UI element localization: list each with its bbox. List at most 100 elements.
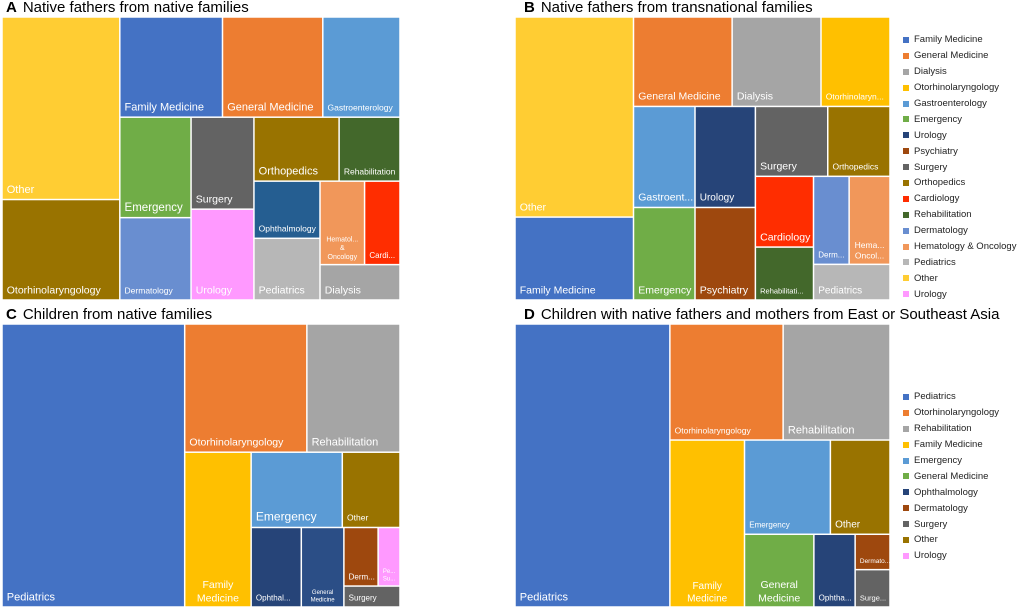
legend-label: Orthopedics (914, 177, 966, 189)
legend-swatch (903, 148, 909, 155)
tile-label: Rehabilitati... (760, 286, 803, 295)
treemap-panel-b: Other Family Medicine General Medicine Dial… (515, 17, 890, 300)
legend-swatch (903, 36, 909, 43)
tile-surgery-9: Surgery (756, 107, 827, 176)
tile-dermatology-6: Dermatology (120, 218, 191, 300)
legend-item-ophthalmology: Ophthalmology (903, 484, 999, 500)
tile-label: Cardiology (760, 231, 811, 243)
legend-item-otorhinolaryngology: Otorhinolaryngology (903, 80, 1016, 96)
tile-label: General (761, 579, 798, 591)
tile-label: Medicine (197, 592, 239, 604)
legend-swatch (903, 179, 909, 186)
tile-label: Emergency (125, 202, 183, 214)
tile-rect (634, 208, 695, 300)
tile-rect (695, 107, 755, 207)
tile-rect (515, 324, 670, 607)
tile-general-medicine-2: General Medicine (634, 17, 732, 106)
tile-label: Derm... (349, 572, 375, 581)
tile-rect (814, 535, 855, 607)
legend-swatch (903, 164, 909, 171)
tile-label: Urology (700, 193, 734, 204)
tile-label: Otorhinolaryngology (7, 284, 102, 296)
legend-item-rehabilitation: Rehabilitation (903, 207, 1016, 223)
tile-label: Dermatology (125, 285, 174, 295)
legend-label: Dermatology (914, 225, 968, 237)
tile-rect (756, 177, 813, 247)
tile-rect (343, 452, 400, 527)
tile-rect (745, 535, 814, 607)
tile-orthopedics-9: Orthopedics (254, 117, 339, 181)
tile-rect (344, 586, 400, 607)
tile-label: Pediatrics (520, 591, 569, 603)
tile-rect (191, 209, 254, 300)
legend-label: Rehabilitation (914, 209, 972, 221)
legend-label: Dialysis (914, 66, 947, 78)
legend-item-other: Other (903, 270, 1016, 286)
legend-swatch (903, 84, 909, 91)
treemap-panel-a: Other Otorhinolaryngology Family Medicine G… (2, 17, 400, 300)
tile-dialysis-15: Dialysis (320, 265, 400, 300)
tile-label: Hema... (855, 240, 885, 250)
tile-rect (670, 324, 783, 440)
legend-panel-b: Family Medicine General Medicine Dialysis O… (903, 32, 1016, 302)
tile-ophtha-7: Ophtha... (814, 535, 855, 607)
tile-otorhinolaryngology-1: Otorhinolaryngology (185, 324, 307, 452)
tile-rect (828, 107, 890, 176)
tile-label: Ophtha... (819, 593, 852, 602)
tile-label: Emergency (638, 284, 692, 296)
legend-swatch (903, 457, 909, 464)
tile-ophthal-6: Ophthal... (251, 528, 301, 607)
tile-rect (2, 324, 184, 607)
tile-rect (191, 117, 254, 209)
tile-label: Surgery (349, 593, 377, 602)
legend-swatch (903, 116, 909, 123)
legend-item-surgery: Surgery (903, 159, 1016, 175)
tile-label: Surge... (860, 593, 886, 602)
legend-item-dermatology: Dermatology (903, 500, 999, 516)
legend-panel-d: Pediatrics Otorhinolaryngology Rehabilitat… (903, 389, 999, 564)
legend-swatch (903, 100, 909, 107)
tile-rehabilitation-2: Rehabilitation (783, 324, 890, 440)
legend-item-otorhinolaryngology: Otorhinolaryngology (903, 405, 999, 421)
tile-rect (254, 117, 339, 181)
legend-item-pediatrics: Pediatrics (903, 254, 1016, 270)
legend-swatch (903, 275, 909, 282)
tile-label: Gastroenterology (328, 102, 394, 112)
tile-other-0: Other (515, 17, 633, 217)
tile-label: Family Medicine (520, 284, 596, 296)
tile-urology-7: Urology (695, 107, 755, 207)
legend-swatch (903, 505, 909, 512)
legend-item-hematology-oncology: Hematology & Oncology (903, 239, 1016, 255)
tile-other-5: Other (831, 440, 890, 534)
tile-rect (515, 17, 633, 217)
tile-label: Dermato... (860, 558, 890, 565)
legend-swatch (903, 291, 909, 298)
tile-rect (695, 208, 755, 300)
panel-b-title-text: Native fathers from transnational famili… (540, 0, 813, 16)
tile-label: Emergency (749, 521, 789, 530)
tile-rect (814, 265, 890, 300)
tile-rect (320, 265, 400, 300)
tile-rect (185, 324, 307, 452)
tile-rect (120, 17, 222, 117)
tile-dialysis-3: Dialysis (732, 17, 821, 106)
legend-swatch (903, 489, 909, 496)
panel-c-letter: C (6, 306, 17, 323)
legend-label: Otorhinolaryngology (914, 82, 1000, 94)
tile-rect (120, 117, 191, 217)
panel-d-letter: D (524, 306, 535, 323)
legend-swatch (903, 393, 909, 400)
tile-label: Otorhinolaryngology (675, 425, 752, 435)
legend-swatch (903, 536, 909, 543)
tile-label: Pediatrics (259, 284, 305, 296)
tile-rect (323, 17, 400, 117)
tile-rect (849, 177, 890, 264)
legend-swatch (903, 227, 909, 234)
tile-emergency-4: Emergency (745, 440, 830, 534)
tile-rect (756, 107, 827, 176)
legend-item-rehabilitation: Rehabilitation (903, 421, 999, 437)
tile-label: Surgery (196, 193, 234, 205)
legend-label: Pediatrics (914, 391, 956, 403)
tile-general-medicine-3: General Medicine (223, 17, 323, 117)
